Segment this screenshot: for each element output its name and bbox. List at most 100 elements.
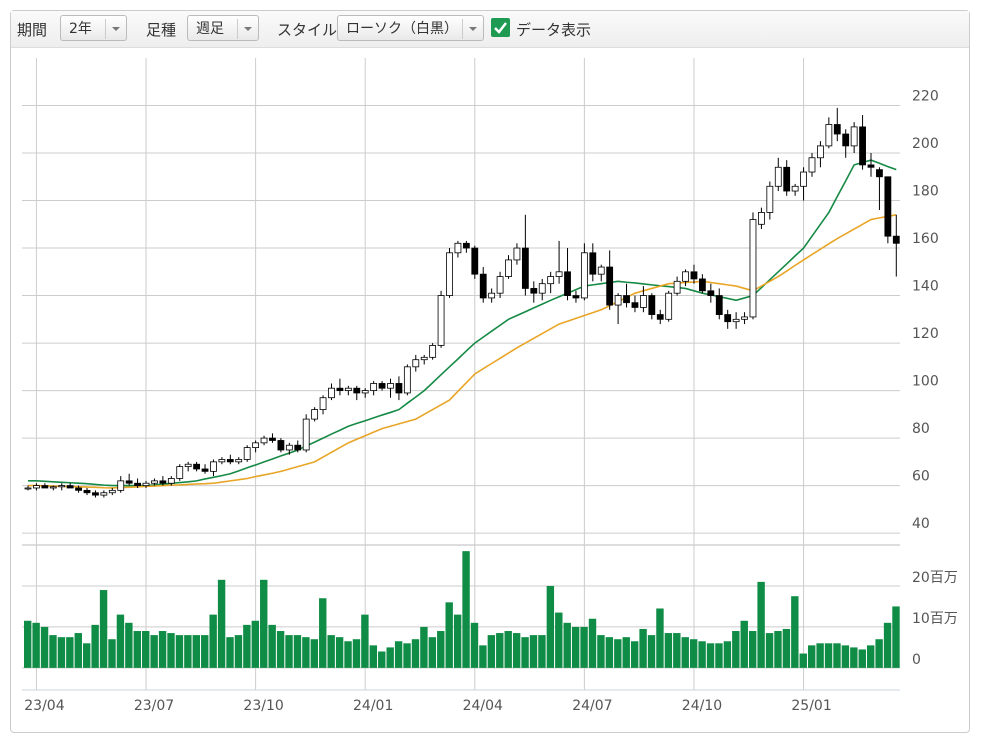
volume-bar [234,635,243,668]
candle-body [521,247,529,289]
volume-bar [243,624,251,668]
volume-bar [479,645,487,668]
x-tick-label: 23/04 [24,698,64,714]
moving-average [28,214,897,489]
volume-bar [757,581,765,668]
volume-bar [142,631,150,668]
candle-body [66,485,74,489]
volume-bar [251,620,260,668]
moving-average [28,159,897,487]
candle-body [791,185,799,192]
volume-bar [49,635,57,668]
candle-body [370,383,378,391]
data-checkbox[interactable] [491,18,510,37]
candle-body [201,468,209,472]
x-tick-label: 24/01 [353,698,393,714]
candle-body [108,489,116,494]
volume-bar [850,647,858,668]
volume-bar [99,590,108,668]
volume-bar [571,626,580,668]
candle-body [24,487,32,490]
candle-body [294,444,302,451]
candle-body [766,185,774,213]
candle-body [648,295,656,315]
candle-body [151,480,158,484]
volume-bar [681,637,689,668]
volume-bar [386,647,394,668]
volume-bar [698,641,706,668]
candle-body [344,387,352,391]
candle-body [454,242,462,254]
candle-body [715,295,723,315]
volume-bar [791,596,799,668]
volume-bar [437,631,445,668]
volume-bar [875,639,883,668]
volume-bar [209,614,217,668]
volume-bar [774,631,782,668]
volume-bar [453,614,462,668]
volume-bar [816,643,824,668]
volume-bar [158,631,167,668]
volume-bar [521,637,529,668]
candle-body [774,166,782,187]
volume-bar [293,635,302,668]
period-value: 2年 [69,21,92,37]
volume-bar [647,635,656,668]
x-tick-label: 24/07 [572,698,612,714]
volume-bar [858,649,866,668]
candle-body [260,437,268,444]
y-tick-label: 60 [912,469,930,485]
candle-body [479,273,487,299]
period-select[interactable]: 2年 [60,15,127,41]
candle-body [134,482,141,487]
volume-bar [546,585,555,668]
volume-bar [91,624,99,668]
volume-bar [344,641,352,668]
interval-value: 週足 [196,21,224,37]
interval-select[interactable]: 週足 [187,15,259,41]
volume-bar [841,645,850,668]
candle-body [210,461,217,472]
candle-body [311,409,319,420]
candle-body [850,126,858,147]
volume-bar [639,628,647,668]
candle-body [547,276,555,285]
candle-body [892,235,900,244]
style-select[interactable]: ローソク（白黒） [337,15,484,41]
volume-bar [807,645,816,668]
volume-bar [597,635,605,668]
y-tick-label: 160 [912,231,939,247]
volume-bar [445,602,453,668]
volume-bar [580,626,588,668]
volume-bar [563,622,571,668]
volume-bar [394,641,403,668]
volume-bar [285,635,293,668]
volume-bar [799,653,807,668]
candle-body [800,171,807,187]
volume-bar [108,639,116,668]
volume-bar [689,639,698,668]
volume-bar [732,631,740,668]
candle-body [732,318,740,323]
x-tick-label: 25/01 [791,698,831,714]
panel: 期間 2年 足種 週足 スタイル ローソク（白黒） データ表示 [10,10,970,733]
candle-body [724,314,732,323]
volume-bar [302,637,310,668]
candle-body [193,463,201,470]
volume-bar [420,626,428,668]
candle-body [184,463,192,468]
volume-bar [892,606,900,668]
candle-body [167,478,175,484]
candle-body [623,295,630,304]
volume-bar [462,551,470,668]
volume-bar [184,635,192,668]
candle-body [808,157,816,173]
volume-bar [125,622,133,668]
volume-bar [883,622,892,668]
volume-bar [673,633,681,668]
candle-body [833,124,841,135]
volume-bar [167,633,175,668]
volume-bar [470,622,479,668]
candle-body [429,345,437,358]
